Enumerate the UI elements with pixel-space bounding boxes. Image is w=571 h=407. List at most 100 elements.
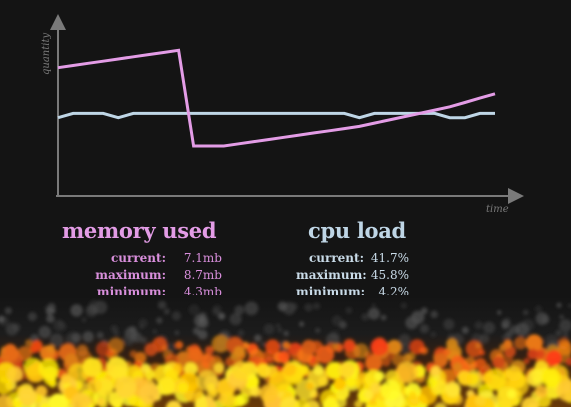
ember-particle <box>475 342 482 349</box>
ember-particle <box>433 353 448 368</box>
cpu-stats-panel: cpu load current: 41.7% maximum: 45.8% m… <box>296 218 496 301</box>
ember-particle <box>46 344 56 353</box>
smoke-particle <box>420 307 428 315</box>
flame-particle <box>294 398 310 407</box>
smoke-particle <box>315 327 321 334</box>
smoke-particle <box>411 310 425 325</box>
flame-particle <box>282 363 297 377</box>
flame-particle <box>521 397 540 407</box>
smoke-particle <box>113 330 119 336</box>
flame-particle <box>318 376 329 387</box>
ember-particle <box>241 341 250 349</box>
flame-particle <box>12 399 23 407</box>
smoke-particle <box>4 307 12 315</box>
flame-particle <box>541 368 562 388</box>
flame-particle <box>407 394 420 407</box>
ember-particle <box>266 356 273 362</box>
smoke-particle <box>46 314 55 323</box>
smoke-particle <box>188 304 200 316</box>
ember-particle <box>419 347 426 354</box>
ember-particle <box>546 350 562 366</box>
flame-particle <box>426 377 437 388</box>
smoke-particle <box>556 302 562 308</box>
smoke-particle <box>398 334 411 346</box>
flame-particle <box>345 376 357 388</box>
smoke-particle <box>45 307 54 316</box>
ember-particle <box>277 350 290 363</box>
smoke-particle <box>131 332 143 343</box>
ember-particle <box>265 339 281 355</box>
smoke-particle <box>198 317 209 329</box>
smoke-particle <box>139 324 144 329</box>
flame-particle <box>313 364 325 376</box>
smoke-particle <box>289 302 298 311</box>
smoke-particle <box>197 329 208 340</box>
cpu-maximum-label: maximum: <box>296 268 367 282</box>
ember-particle <box>514 336 527 350</box>
flame-particle <box>196 370 218 392</box>
smoke-particle <box>443 318 455 330</box>
smoke-particle <box>71 332 82 343</box>
flame-particle <box>333 377 346 391</box>
ember-particle <box>386 339 402 355</box>
smoke-particle <box>430 331 436 338</box>
flame-particle <box>370 382 382 394</box>
cpu-current-value: 41.7% <box>370 251 409 265</box>
ember-particle <box>17 346 33 362</box>
smoke-particle <box>562 331 569 338</box>
smoke-particle <box>51 308 56 314</box>
smoke-particle <box>152 329 157 334</box>
flame-particle <box>60 373 72 384</box>
smoke-particle <box>85 304 98 318</box>
memory-current-value: 7.1mb <box>183 251 222 265</box>
flame-particle <box>106 356 128 379</box>
smoke-particle <box>544 334 559 348</box>
memory-maximum-value: 8.7mb <box>183 268 222 282</box>
cpu-title: cpu load <box>308 218 406 243</box>
flame-particle <box>430 365 441 377</box>
flame-particle <box>259 384 279 403</box>
smoke-particle <box>504 317 511 324</box>
fire-decoration <box>0 295 571 407</box>
ember-particle <box>353 343 369 359</box>
flame-particle <box>527 369 545 388</box>
smoke-particle <box>237 329 245 337</box>
smoke-particle <box>509 325 520 335</box>
flame-particle <box>43 372 57 386</box>
smoke-particle <box>461 326 469 334</box>
smoke-particle <box>171 311 181 321</box>
ember-particle <box>211 334 230 353</box>
ember-particle <box>565 357 571 366</box>
flame-particle <box>177 382 189 394</box>
memory-current-row: current: 7.1mb <box>62 250 262 267</box>
smoke-particle <box>534 305 543 313</box>
ember-particle <box>301 339 317 355</box>
flame-particle <box>220 391 236 407</box>
flame-particle <box>139 383 160 404</box>
smoke-particle <box>399 343 410 354</box>
flame-particle <box>7 366 23 383</box>
smoke-particle <box>535 312 549 326</box>
flame-particle <box>249 386 259 396</box>
memory-title: memory used <box>62 218 217 243</box>
ember-particle <box>391 354 404 366</box>
ember-particle <box>64 353 78 367</box>
smoke-particle <box>504 331 513 339</box>
smoke-particle <box>277 301 288 312</box>
ember-particle <box>527 348 539 360</box>
smoke-particle <box>254 334 262 342</box>
smoke-particle <box>164 309 170 315</box>
smoke-particle <box>299 321 305 327</box>
memory-current-label: current: <box>110 251 166 265</box>
ember-particle <box>452 362 463 373</box>
flame-particle <box>380 379 401 401</box>
flame-particle <box>396 361 418 384</box>
smoke-particle <box>0 315 5 323</box>
flame-particle <box>87 378 102 393</box>
flame-particle <box>322 398 339 407</box>
ember-particle <box>387 352 395 360</box>
memory-stats-panel: memory used current: 7.1mb maximum: 8.7m… <box>62 218 262 301</box>
smoke-particle <box>122 334 134 346</box>
ember-particle <box>108 337 124 354</box>
